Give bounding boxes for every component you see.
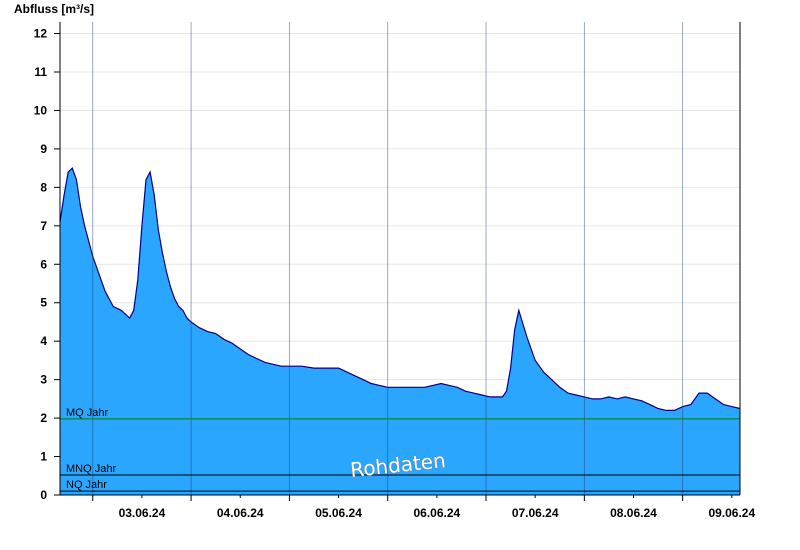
x-tick-label: 08.06.24 bbox=[610, 506, 657, 520]
x-tick-label: 04.06.24 bbox=[217, 506, 264, 520]
reference-line-label: NQ Jahr bbox=[66, 479, 107, 491]
reference-line-label: MQ Jahr bbox=[66, 407, 109, 419]
y-tick-label: 1 bbox=[40, 450, 47, 464]
y-axis-label: Abfluss [m³/s] bbox=[14, 2, 94, 16]
y-tick-label: 8 bbox=[40, 180, 47, 194]
x-tick-label: 03.06.24 bbox=[119, 506, 166, 520]
y-tick-label: 11 bbox=[34, 65, 47, 79]
y-tick-label: 12 bbox=[34, 27, 48, 41]
y-tick-label: 3 bbox=[40, 373, 47, 387]
discharge-line bbox=[59, 167, 741, 411]
y-tick-label: 0 bbox=[40, 488, 47, 502]
y-tick-label: 6 bbox=[40, 257, 47, 271]
day-grid bbox=[92, 22, 684, 495]
x-ticks: 03.06.24 04.06.24 05.06.24 06.06.24 07.06.24… bbox=[119, 506, 756, 520]
y-tick-label: 4 bbox=[40, 334, 47, 348]
discharge-area bbox=[60, 168, 740, 495]
axes bbox=[59, 22, 741, 501]
reference-lines: MQ Jahr MNQ Jahr NQ Jahr bbox=[60, 407, 740, 492]
y-tick-label: 9 bbox=[40, 142, 47, 156]
reference-line-label: MNQ Jahr bbox=[66, 463, 116, 475]
x-tick-label: 06.06.24 bbox=[414, 506, 461, 520]
y-tick-label: 2 bbox=[40, 411, 47, 425]
y-tick-label: 5 bbox=[40, 296, 47, 310]
y-tick-label: 7 bbox=[40, 219, 47, 233]
x-tick-label: 05.06.24 bbox=[315, 506, 362, 520]
y-tick-label: 10 bbox=[34, 103, 48, 117]
x-tick-label: 09.06.24 bbox=[708, 506, 755, 520]
x-tick-label: 07.06.24 bbox=[512, 506, 559, 520]
